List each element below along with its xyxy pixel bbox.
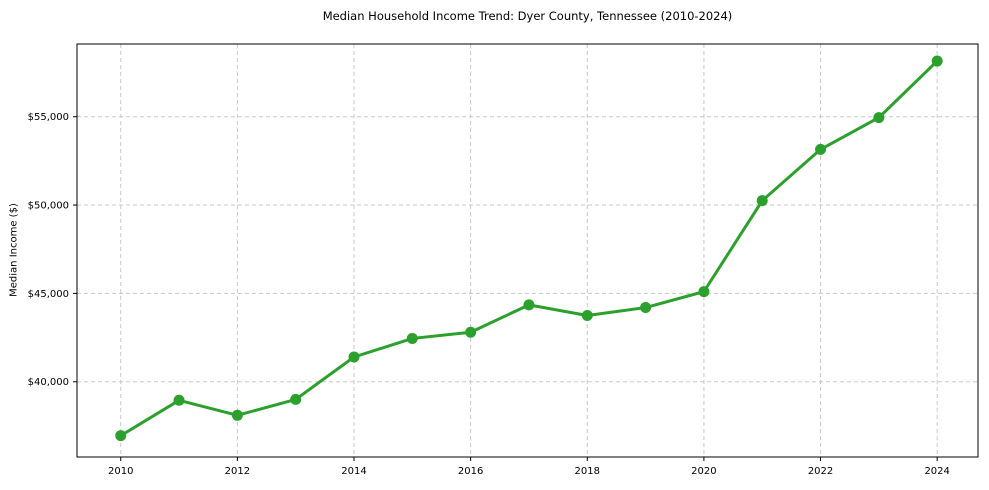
data-point-2024 [931,55,943,67]
x-tick-label: 2014 [341,466,366,477]
data-point-2015 [406,332,418,344]
x-tick-label: 2018 [575,466,600,477]
data-point-2013 [290,393,302,405]
x-tick-label: 2022 [808,466,833,477]
x-tick-label: 2016 [458,466,483,477]
income-trend-line [119,59,939,438]
y-tick-label: $50,000 [28,201,69,212]
data-point-2020 [698,286,710,298]
data-point-2017 [523,299,535,311]
data-point-2012 [231,409,243,421]
plot-frame [76,43,979,458]
y-tick-label: $55,000 [28,112,69,123]
data-point-2018 [581,309,593,321]
x-tick-label: 2024 [924,466,949,477]
chart-title: Median Household Income Trend: Dyer Coun… [322,9,733,23]
y-tick-label: $40,000 [28,377,69,388]
data-point-2014 [348,351,360,363]
y-tick-label: $45,000 [28,289,69,300]
data-point-2019 [640,302,652,314]
x-tick-label: 2012 [225,466,250,477]
x-tick-label: 2010 [108,466,133,477]
data-point-2010 [115,430,127,442]
data-point-2016 [465,326,477,338]
data-point-2022 [815,143,827,155]
data-point-2021 [756,195,768,207]
x-tick-label: 2020 [691,466,716,477]
data-point-2011 [173,394,185,406]
data-point-2023 [873,112,885,124]
